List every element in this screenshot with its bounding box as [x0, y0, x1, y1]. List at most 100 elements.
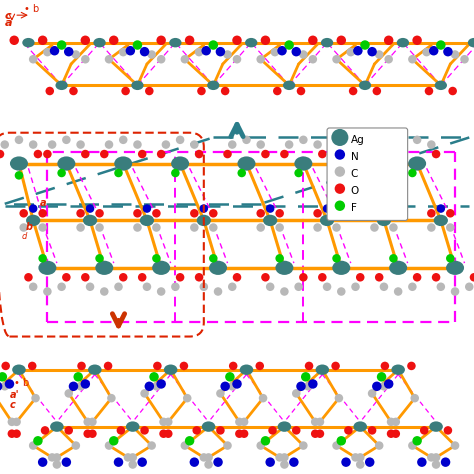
Circle shape [180, 362, 188, 370]
Circle shape [311, 429, 319, 438]
Circle shape [192, 426, 201, 435]
Circle shape [15, 171, 23, 180]
Circle shape [223, 441, 232, 450]
Circle shape [128, 453, 137, 462]
Circle shape [213, 457, 223, 467]
Ellipse shape [283, 81, 295, 90]
Circle shape [375, 441, 383, 450]
Circle shape [0, 382, 9, 391]
Circle shape [294, 283, 303, 291]
Ellipse shape [10, 156, 28, 171]
Circle shape [159, 429, 168, 438]
Circle shape [427, 140, 436, 149]
Circle shape [15, 136, 23, 144]
Circle shape [392, 418, 400, 426]
Circle shape [448, 87, 457, 95]
Circle shape [69, 87, 78, 95]
Ellipse shape [468, 38, 474, 47]
Ellipse shape [351, 156, 369, 171]
Ellipse shape [126, 421, 139, 432]
Circle shape [228, 140, 237, 149]
Circle shape [337, 436, 346, 446]
Circle shape [335, 149, 345, 160]
Ellipse shape [320, 215, 334, 226]
Text: N: N [351, 152, 358, 162]
Circle shape [308, 379, 318, 389]
Circle shape [8, 429, 16, 438]
Circle shape [256, 223, 265, 232]
Circle shape [195, 273, 203, 282]
Circle shape [332, 223, 341, 232]
Circle shape [412, 36, 422, 45]
Circle shape [387, 429, 395, 438]
Circle shape [261, 273, 270, 282]
Circle shape [9, 36, 19, 45]
Circle shape [138, 273, 146, 282]
Circle shape [377, 372, 386, 382]
Circle shape [356, 136, 365, 144]
Circle shape [275, 209, 284, 218]
Ellipse shape [22, 38, 35, 47]
Circle shape [133, 40, 142, 50]
Circle shape [308, 36, 318, 45]
Circle shape [46, 87, 54, 95]
Circle shape [38, 457, 47, 467]
Circle shape [304, 382, 312, 391]
Circle shape [88, 429, 97, 438]
Circle shape [73, 372, 83, 382]
Circle shape [12, 418, 21, 426]
Circle shape [451, 50, 459, 59]
Circle shape [19, 223, 28, 232]
Circle shape [81, 150, 90, 158]
Circle shape [427, 209, 436, 218]
Ellipse shape [332, 261, 350, 275]
Ellipse shape [359, 81, 371, 90]
Text: b: b [26, 222, 33, 232]
Circle shape [335, 166, 345, 177]
Circle shape [305, 362, 313, 370]
Circle shape [53, 460, 61, 469]
Ellipse shape [88, 365, 101, 375]
Circle shape [95, 223, 104, 232]
Circle shape [43, 150, 52, 158]
Circle shape [31, 394, 40, 402]
Circle shape [370, 209, 379, 218]
Circle shape [109, 436, 118, 446]
Circle shape [280, 453, 289, 462]
Ellipse shape [164, 365, 177, 375]
Circle shape [157, 150, 165, 158]
Circle shape [38, 223, 47, 232]
Circle shape [285, 140, 293, 149]
Circle shape [152, 254, 161, 263]
Circle shape [152, 223, 161, 232]
Circle shape [271, 48, 279, 56]
Circle shape [133, 140, 142, 149]
Ellipse shape [114, 156, 132, 171]
Ellipse shape [55, 81, 68, 90]
Circle shape [81, 55, 90, 64]
Circle shape [422, 48, 431, 56]
Circle shape [432, 453, 440, 462]
Circle shape [149, 372, 159, 382]
Circle shape [119, 273, 128, 282]
Ellipse shape [278, 421, 291, 432]
Circle shape [138, 150, 146, 158]
Circle shape [356, 460, 365, 469]
Ellipse shape [38, 261, 56, 275]
Text: c: c [5, 11, 11, 21]
Circle shape [446, 209, 455, 218]
Circle shape [437, 283, 445, 291]
Circle shape [105, 140, 113, 149]
Circle shape [216, 389, 225, 398]
Circle shape [133, 209, 142, 218]
Circle shape [190, 209, 199, 218]
Circle shape [299, 136, 308, 144]
Circle shape [261, 436, 270, 446]
Circle shape [380, 382, 388, 391]
Circle shape [375, 50, 383, 59]
Circle shape [38, 209, 47, 218]
Circle shape [412, 436, 422, 446]
Ellipse shape [140, 215, 154, 226]
Ellipse shape [95, 261, 113, 275]
Circle shape [344, 426, 353, 435]
